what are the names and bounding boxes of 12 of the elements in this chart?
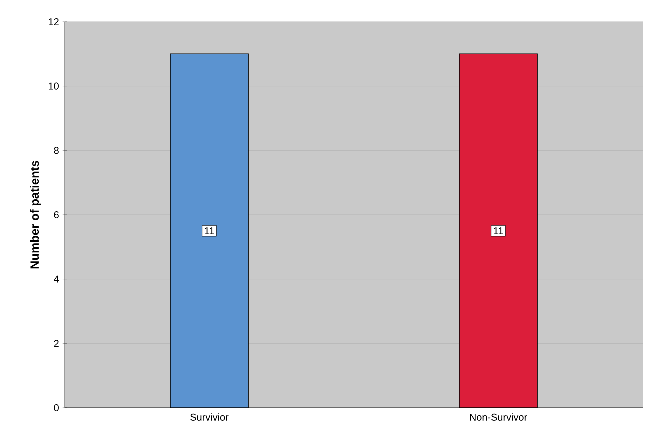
y-tick-label: 4 <box>54 276 60 283</box>
x-tick-label: Survivior <box>190 414 229 421</box>
x-tick-label: Non-Survivor <box>470 414 528 421</box>
y-tick-label: 8 <box>54 147 59 154</box>
y-tick-label: 0 <box>54 404 59 412</box>
y-tick-label: 2 <box>54 340 59 348</box>
y-tick-label: 6 <box>54 211 59 219</box>
data-label: 11 <box>205 228 214 234</box>
data-label: 11 <box>494 228 504 234</box>
y-tick-label: 10 <box>49 82 59 90</box>
y-axis-title: Number of patients <box>30 161 42 269</box>
y-tick-label: 12 <box>49 18 59 26</box>
